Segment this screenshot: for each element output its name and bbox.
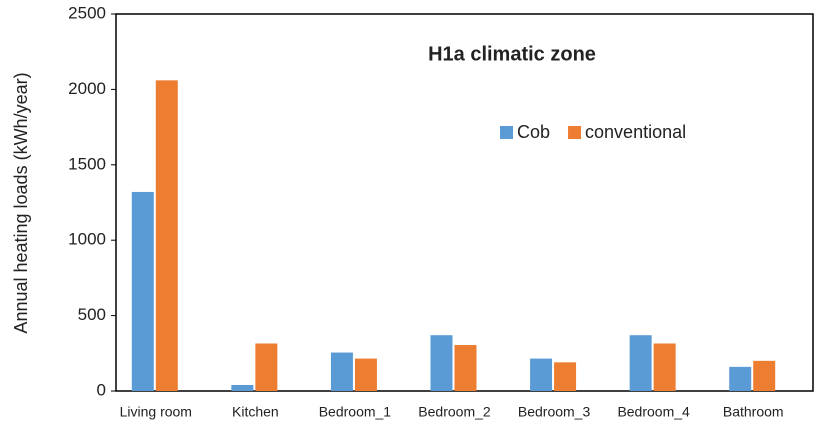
bar [454,345,477,391]
x-tick-label: Bedroom_3 [518,404,591,420]
x-tick-label: Kitchen [232,404,279,420]
y-tick-label: 1500 [68,154,106,173]
y-tick-label: 2500 [68,3,106,22]
y-axis-label: Annual heating loads (kWh/year) [11,72,31,333]
chart-title: H1a climatic zone [428,43,596,65]
x-tick-label: Living room [120,404,192,420]
x-tick-label: Bathroom [723,404,784,420]
plot-frame [115,13,814,392]
legend-label: Cob [517,122,550,142]
y-tick-label: 500 [78,305,106,324]
y-tick-label: 1000 [68,230,106,249]
bar [753,360,776,391]
bar [530,358,553,391]
legend-swatch [568,126,582,139]
bar [653,343,676,391]
bar [430,335,453,391]
bar [330,352,353,391]
bar [629,335,652,391]
bar [255,343,278,391]
legend-label: conventional [585,122,686,142]
bar [354,358,377,391]
x-tick-label: Bedroom_4 [617,404,690,420]
bar [155,80,178,392]
bar [131,191,154,391]
y-tick-label: 0 [97,380,106,399]
y-tick-label: 2000 [68,79,106,98]
bar [554,362,577,391]
legend-swatch [500,126,513,139]
x-tick-label: Bedroom_2 [418,404,491,420]
bar [231,384,254,391]
x-tick-label: Bedroom_1 [319,404,392,420]
bar [729,366,752,391]
